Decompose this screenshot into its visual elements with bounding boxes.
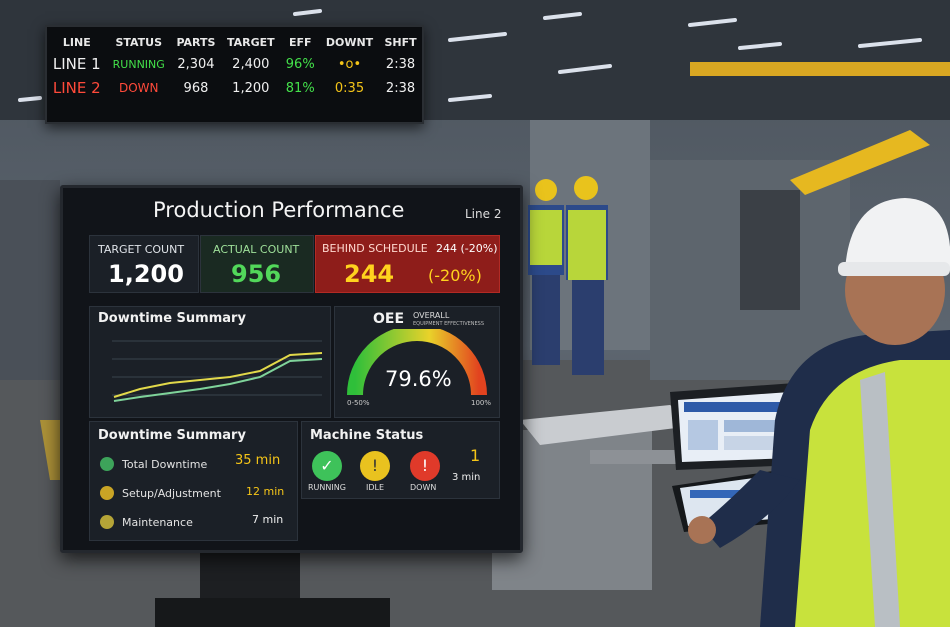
chart-panel: Downtime Summary	[89, 306, 331, 418]
kpi-percent: (-20%)	[428, 266, 482, 285]
header: SHFT	[384, 36, 417, 49]
efficiency: 96%	[285, 56, 315, 72]
dashboard-screen: Production Performance Line 2 TARGET COU…	[60, 185, 523, 553]
icon	[100, 457, 114, 471]
status-table: LINE STATUS PARTS TARGET EFF DOWNT SHFT …	[47, 33, 422, 100]
kpi-value: 956	[231, 260, 282, 288]
line: LINE 1	[52, 55, 101, 73]
downtime-name: Total Downtime	[122, 458, 208, 471]
ceiling-lights	[18, 9, 922, 102]
down-icon: !	[410, 451, 440, 481]
header: EFF	[288, 36, 312, 49]
parts: 968	[183, 80, 209, 96]
downtime-title: Downtime Summary	[98, 428, 246, 443]
behind-panel: BEHIND SCHEDULE 244 (-20%) 244 (-20%)	[315, 235, 500, 293]
kpi-value: 1,200	[108, 260, 184, 288]
target: 1,200	[232, 80, 270, 96]
machine-status-title: Machine Status	[310, 428, 424, 443]
header-row: LINE STATUS PARTS TARGET EFF DOWNT SHFT	[47, 33, 422, 52]
actual-panel: ACTUAL COUNT 956	[200, 235, 314, 293]
oee-title: OEE	[373, 311, 405, 327]
downtime-value: 7 min	[252, 513, 284, 526]
downtime: 0:35	[334, 80, 365, 96]
chart-grid	[112, 340, 322, 396]
kpi-label: ACTUAL COUNT	[213, 243, 300, 256]
trend-line	[113, 358, 323, 402]
header: PARTS	[176, 36, 216, 49]
header: STATUS	[115, 36, 163, 49]
row: LINE 2 DOWN 968 1,200 81% 0:35 2:38	[47, 76, 422, 100]
idle-icon: !	[360, 451, 390, 481]
gauge-min: 0-50%	[347, 399, 370, 407]
kpi-label: TARGET COUNT	[98, 243, 185, 256]
shift: 2:38	[385, 56, 416, 72]
oee-panel: OEE OVERALL EQUIPMENT EFFECTIVENESS 79.6…	[334, 306, 500, 418]
downtime-panel: Downtime Summary Total Downtime 35 min S…	[89, 421, 298, 541]
dashboard-title: Production Performance	[153, 198, 405, 222]
trend-chart	[112, 340, 323, 402]
status: RUNNING	[112, 57, 165, 71]
running-icon: ✓	[312, 451, 342, 481]
status: DOWN	[118, 81, 159, 95]
gauge-max: 100%	[471, 399, 492, 407]
shift: 2:38	[385, 80, 416, 96]
kpi-label: BEHIND SCHEDULE	[322, 242, 428, 255]
downtime-name: Maintenance	[122, 516, 193, 529]
line: LINE 2	[52, 79, 101, 97]
status-label: IDLE	[366, 483, 385, 492]
status-duration: 3 min	[452, 472, 481, 483]
status-label: DOWN	[410, 483, 437, 492]
trend-line	[113, 352, 323, 398]
header: TARGET	[226, 36, 275, 49]
oee-subtitle: OVERALL	[413, 311, 450, 320]
chart-title: Downtime Summary	[98, 311, 246, 326]
icon	[100, 486, 114, 500]
target-panel: TARGET COUNT 1,200	[89, 235, 199, 293]
status-label: RUNNING	[308, 483, 346, 492]
status-count: 1	[470, 446, 481, 465]
oee-subtitle: EQUIPMENT EFFECTIVENESS	[413, 321, 485, 327]
line-status-board: LINE STATUS PARTS TARGET EFF DOWNT SHFT …	[45, 25, 424, 124]
parts: 2,304	[177, 56, 215, 72]
downtime-value: 35 min	[235, 453, 281, 468]
oee-gauge	[347, 329, 487, 396]
efficiency: 81%	[285, 80, 315, 96]
header: LINE	[62, 36, 91, 49]
worker-foreground	[688, 198, 950, 627]
downtime: •o•	[337, 56, 362, 72]
oee-value: 79.6%	[385, 367, 452, 391]
kpi-small: 244 (-20%)	[436, 242, 498, 255]
target: 2,400	[232, 56, 270, 72]
laptop	[670, 383, 800, 470]
icon	[100, 515, 114, 529]
machine-status-panel: Machine Status ✓ RUNNING ! IDLE ! DOWN 1…	[301, 421, 500, 499]
row: LINE 1 RUNNING 2,304 2,400 96% •o• 2:38	[47, 52, 422, 76]
header: DOWNT	[325, 36, 374, 49]
line-label: Line 2	[465, 207, 502, 221]
downtime-name: Setup/Adjustment	[122, 487, 221, 500]
workers-background	[528, 176, 608, 375]
downtime-value: 12 min	[246, 485, 285, 498]
kpi-value: 244	[344, 260, 395, 288]
